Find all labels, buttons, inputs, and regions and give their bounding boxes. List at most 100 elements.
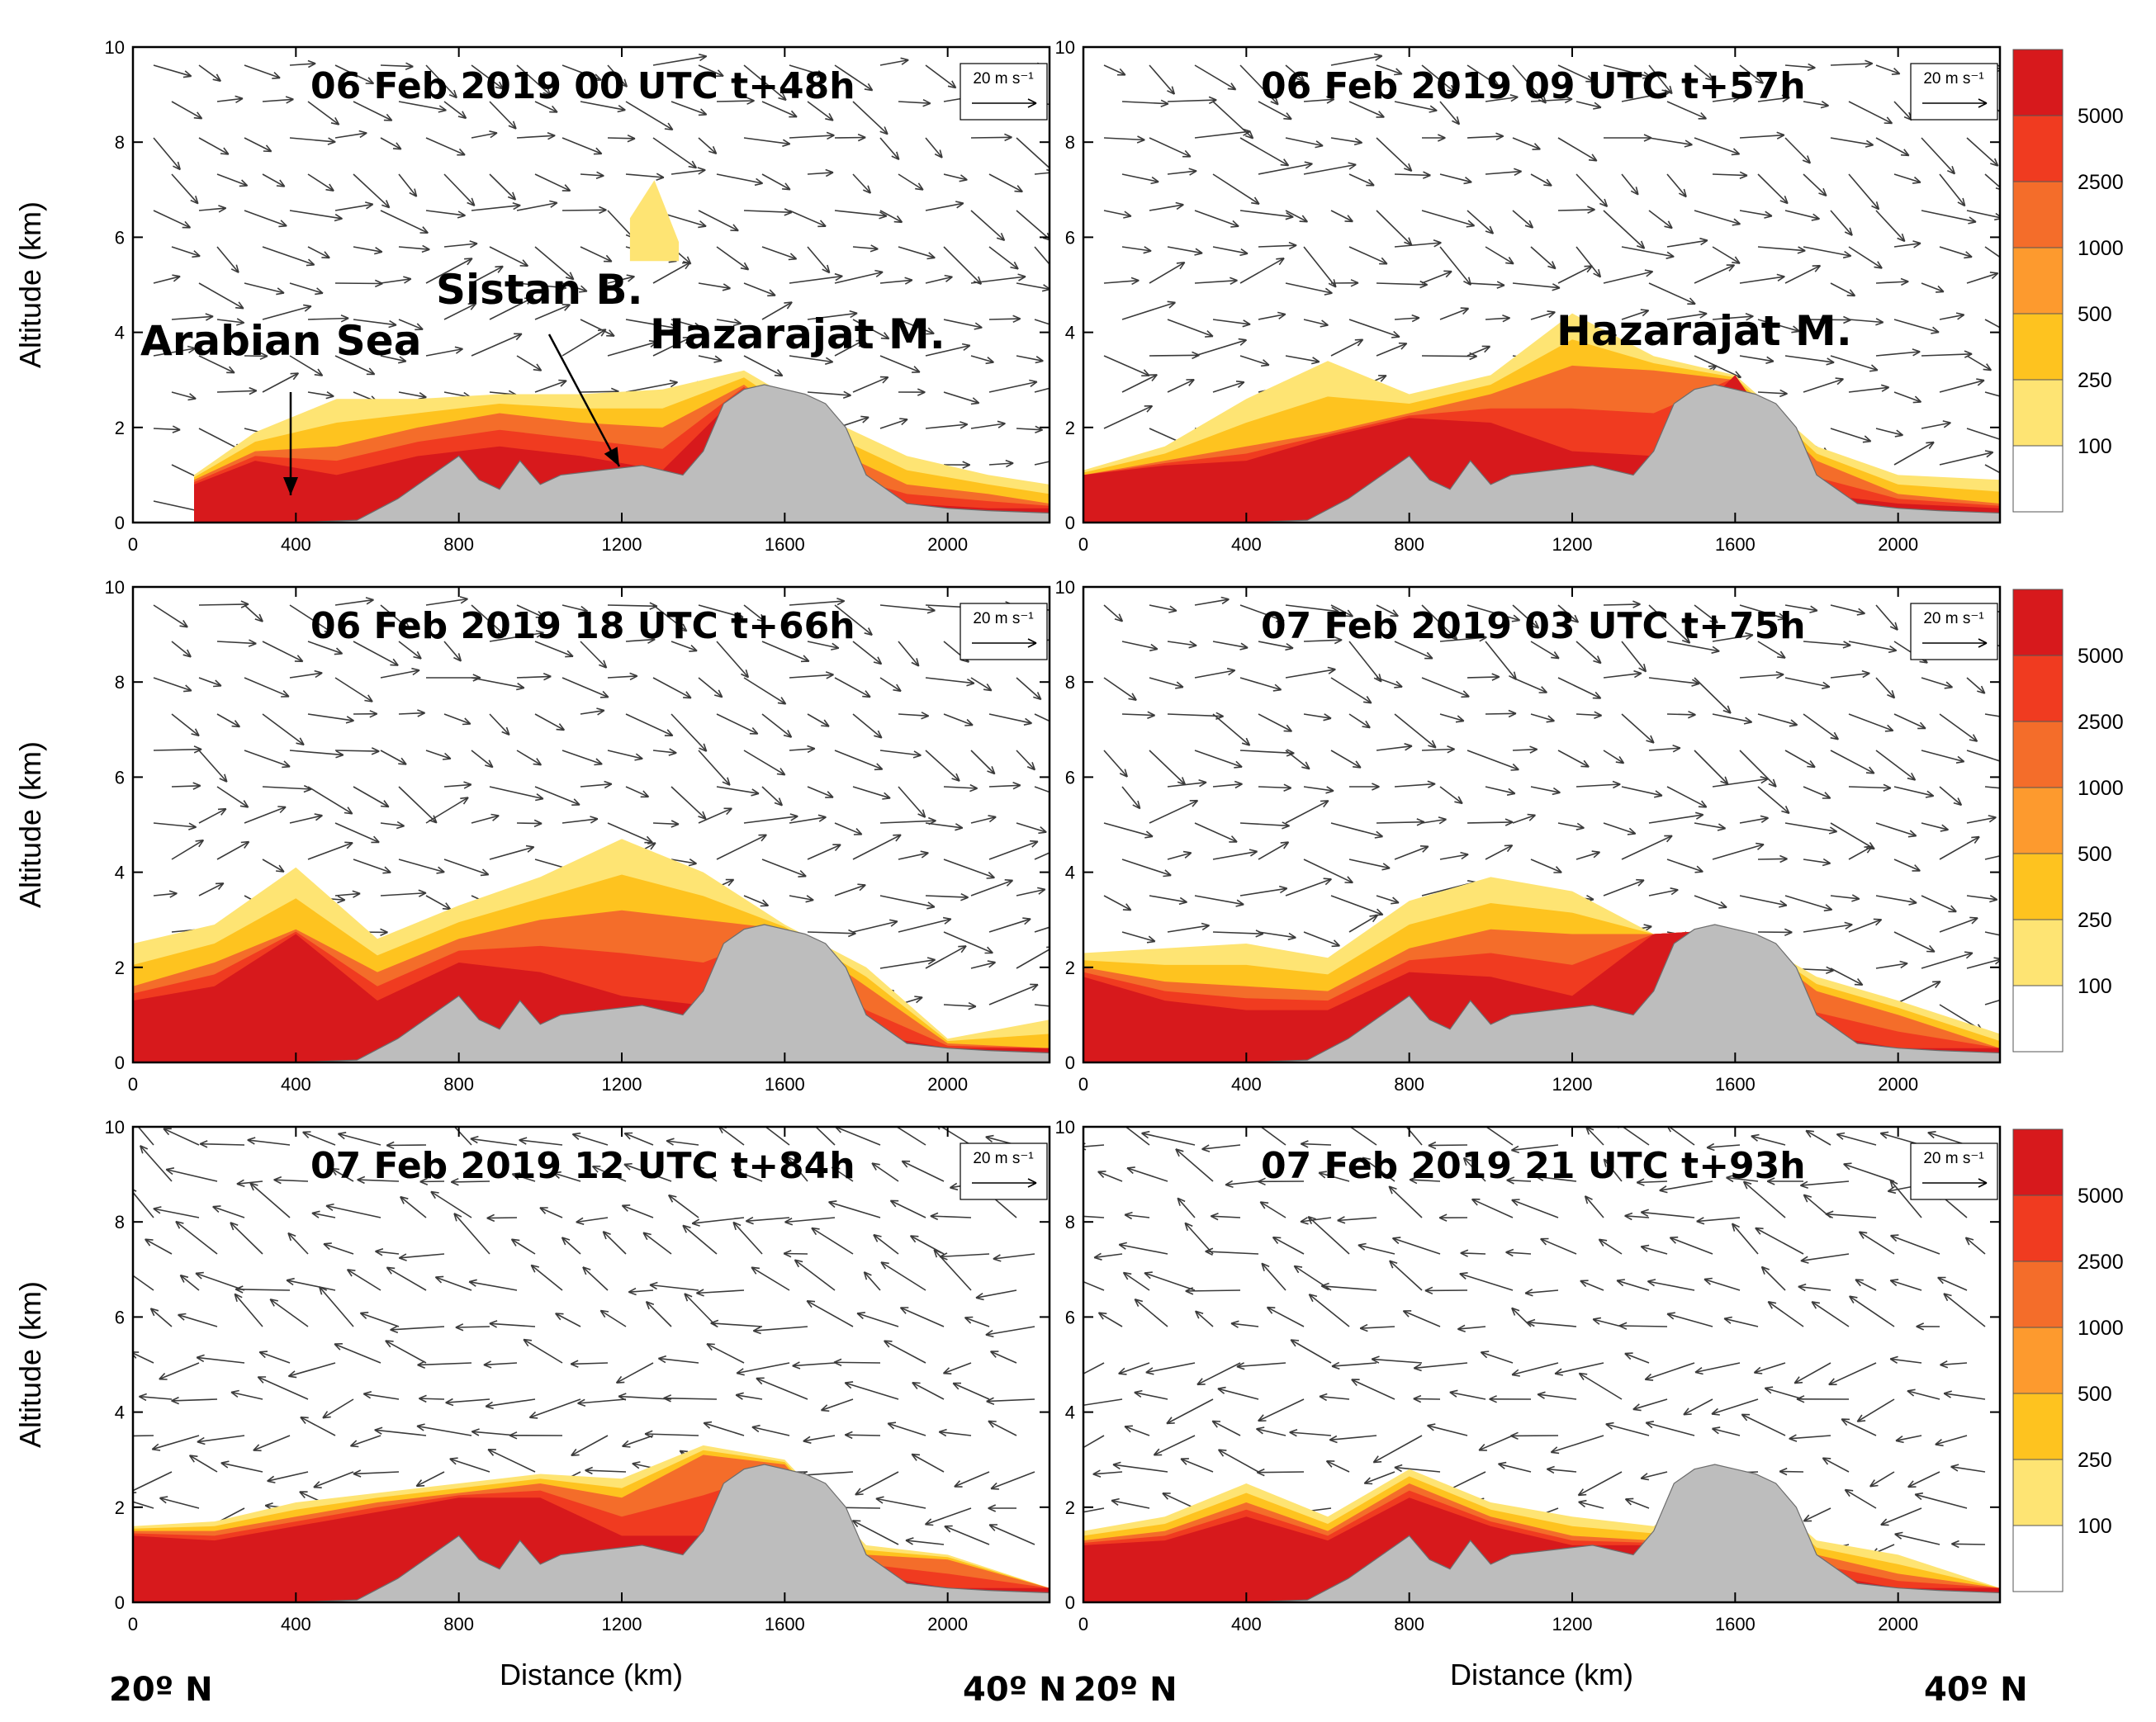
- wind-vector: [852, 920, 898, 933]
- y-tick-label: 10: [105, 37, 125, 58]
- wind-vector-head: [562, 304, 571, 311]
- wind-vector: [716, 641, 749, 679]
- wind-vector-head: [1344, 876, 1353, 884]
- wind-vector-head: [1116, 68, 1126, 76]
- wind-vector-head: [1205, 330, 1214, 338]
- wind-vector-head: [199, 1140, 208, 1148]
- wind-vector-head: [1855, 1279, 1864, 1287]
- wind-vector-head: [794, 1259, 803, 1268]
- wind-vector-head: [715, 69, 724, 77]
- wind-vector: [698, 210, 739, 232]
- wind-vector-head: [337, 895, 346, 904]
- wind-vector: [1822, 1457, 1850, 1473]
- wind-vector: [652, 822, 680, 826]
- wind-vector-head: [1912, 395, 1922, 404]
- wind-vector-head: [1666, 1312, 1675, 1320]
- wind-vector: [216, 173, 248, 187]
- wind-vector: [1267, 1306, 1305, 1327]
- wind-vector: [380, 822, 405, 827]
- wind-vector-head: [1083, 1407, 1084, 1409]
- wind-vector-head: [558, 379, 567, 387]
- wind-vector-head: [782, 139, 791, 147]
- wind-vector-head: [1570, 614, 1580, 623]
- wind-vector-head: [259, 352, 268, 361]
- wind-vector-head: [1150, 176, 1159, 185]
- wind-vector-head: [322, 1411, 331, 1419]
- wind-vector-head: [205, 313, 214, 321]
- wind-vector-head: [1351, 1379, 1360, 1387]
- wind-vector: [1185, 1289, 1241, 1292]
- wind-vector: [1712, 246, 1741, 264]
- wind-vector-head: [1914, 1492, 1924, 1501]
- wind-vector-head: [806, 1300, 816, 1308]
- wind-vector: [1218, 1449, 1259, 1473]
- wind-vector: [761, 786, 783, 807]
- wind-vector-head: [1194, 248, 1203, 256]
- wind-vector-head: [959, 174, 968, 182]
- wind-vector: [244, 750, 291, 768]
- wind-vector: [153, 348, 196, 357]
- wind-vector: [1966, 355, 1992, 371]
- wind-vector-head: [1818, 187, 1827, 197]
- wind-vector: [1893, 242, 1921, 248]
- wind-vector: [625, 101, 674, 130]
- wind-vector-head: [133, 1189, 137, 1192]
- wind-vector-head: [375, 1248, 384, 1256]
- wind-vector-head: [1993, 957, 2000, 965]
- wind-vector: [834, 677, 871, 698]
- wind-vector: [1016, 677, 1042, 700]
- y-axis-label: Altitude (km): [13, 201, 47, 368]
- wind-vector: [322, 1398, 354, 1419]
- wind-vector: [443, 302, 476, 320]
- wind-vector-head: [344, 807, 353, 815]
- wind-vector: [807, 786, 834, 798]
- wind-vector: [489, 173, 516, 201]
- wind-vector: [562, 329, 607, 357]
- wind-vector-head: [1046, 168, 1050, 172]
- wind-vector-head: [1460, 1249, 1469, 1257]
- wind-vector: [1966, 895, 1997, 901]
- wind-vector-head: [1064, 1274, 1073, 1280]
- wind-vector: [834, 339, 865, 357]
- wind-vector: [1485, 641, 1517, 680]
- wind-vector: [1111, 1499, 1150, 1509]
- wind-vector-head: [622, 1440, 631, 1448]
- wind-vector: [1303, 859, 1353, 884]
- wind-vector-head: [745, 1216, 754, 1225]
- wind-vector: [789, 895, 814, 901]
- wind-vector: [486, 1398, 536, 1407]
- wind-vector-head: [873, 1233, 882, 1242]
- wind-vector: [1467, 135, 1504, 139]
- wind-vector: [832, 1166, 854, 1182]
- x-tick-label: 1200: [1552, 1614, 1593, 1634]
- wind-vector: [1103, 64, 1126, 76]
- wind-vector-head: [1578, 1372, 1588, 1381]
- wind-vector-head: [547, 131, 556, 140]
- wind-vector-head: [1466, 220, 1476, 228]
- wind-vector: [385, 1340, 427, 1364]
- y-axis-label: Altitude (km): [13, 741, 47, 908]
- colorbar-swatch: [2012, 313, 2064, 381]
- wind-vector-head: [1449, 1389, 1458, 1398]
- wind-vector: [1616, 1280, 1650, 1291]
- wind-vector: [1258, 641, 1294, 649]
- wind-vector-head: [1325, 786, 1334, 794]
- wind-vector: [262, 173, 286, 187]
- wind-vector-head: [1942, 420, 1951, 428]
- plot-frame: [131, 45, 1051, 524]
- wind-vector: [1414, 1362, 1468, 1370]
- wind-vector: [1536, 1176, 1577, 1182]
- wind-vector-head: [509, 1431, 518, 1440]
- wind-vector: [1683, 1398, 1713, 1416]
- wind-vector: [516, 201, 558, 211]
- wind-vector-head: [330, 117, 340, 125]
- wind-vector: [1712, 634, 1754, 642]
- wind-vector: [1557, 137, 1598, 162]
- wind-vector: [1557, 822, 1585, 829]
- wind-vector-head: [501, 726, 510, 736]
- plot-area: [133, 596, 1050, 1062]
- wind-vector: [1290, 1339, 1332, 1364]
- wind-vector: [555, 1313, 581, 1327]
- wind-vector: [1261, 1262, 1286, 1291]
- wind-vector-head: [1957, 197, 1966, 207]
